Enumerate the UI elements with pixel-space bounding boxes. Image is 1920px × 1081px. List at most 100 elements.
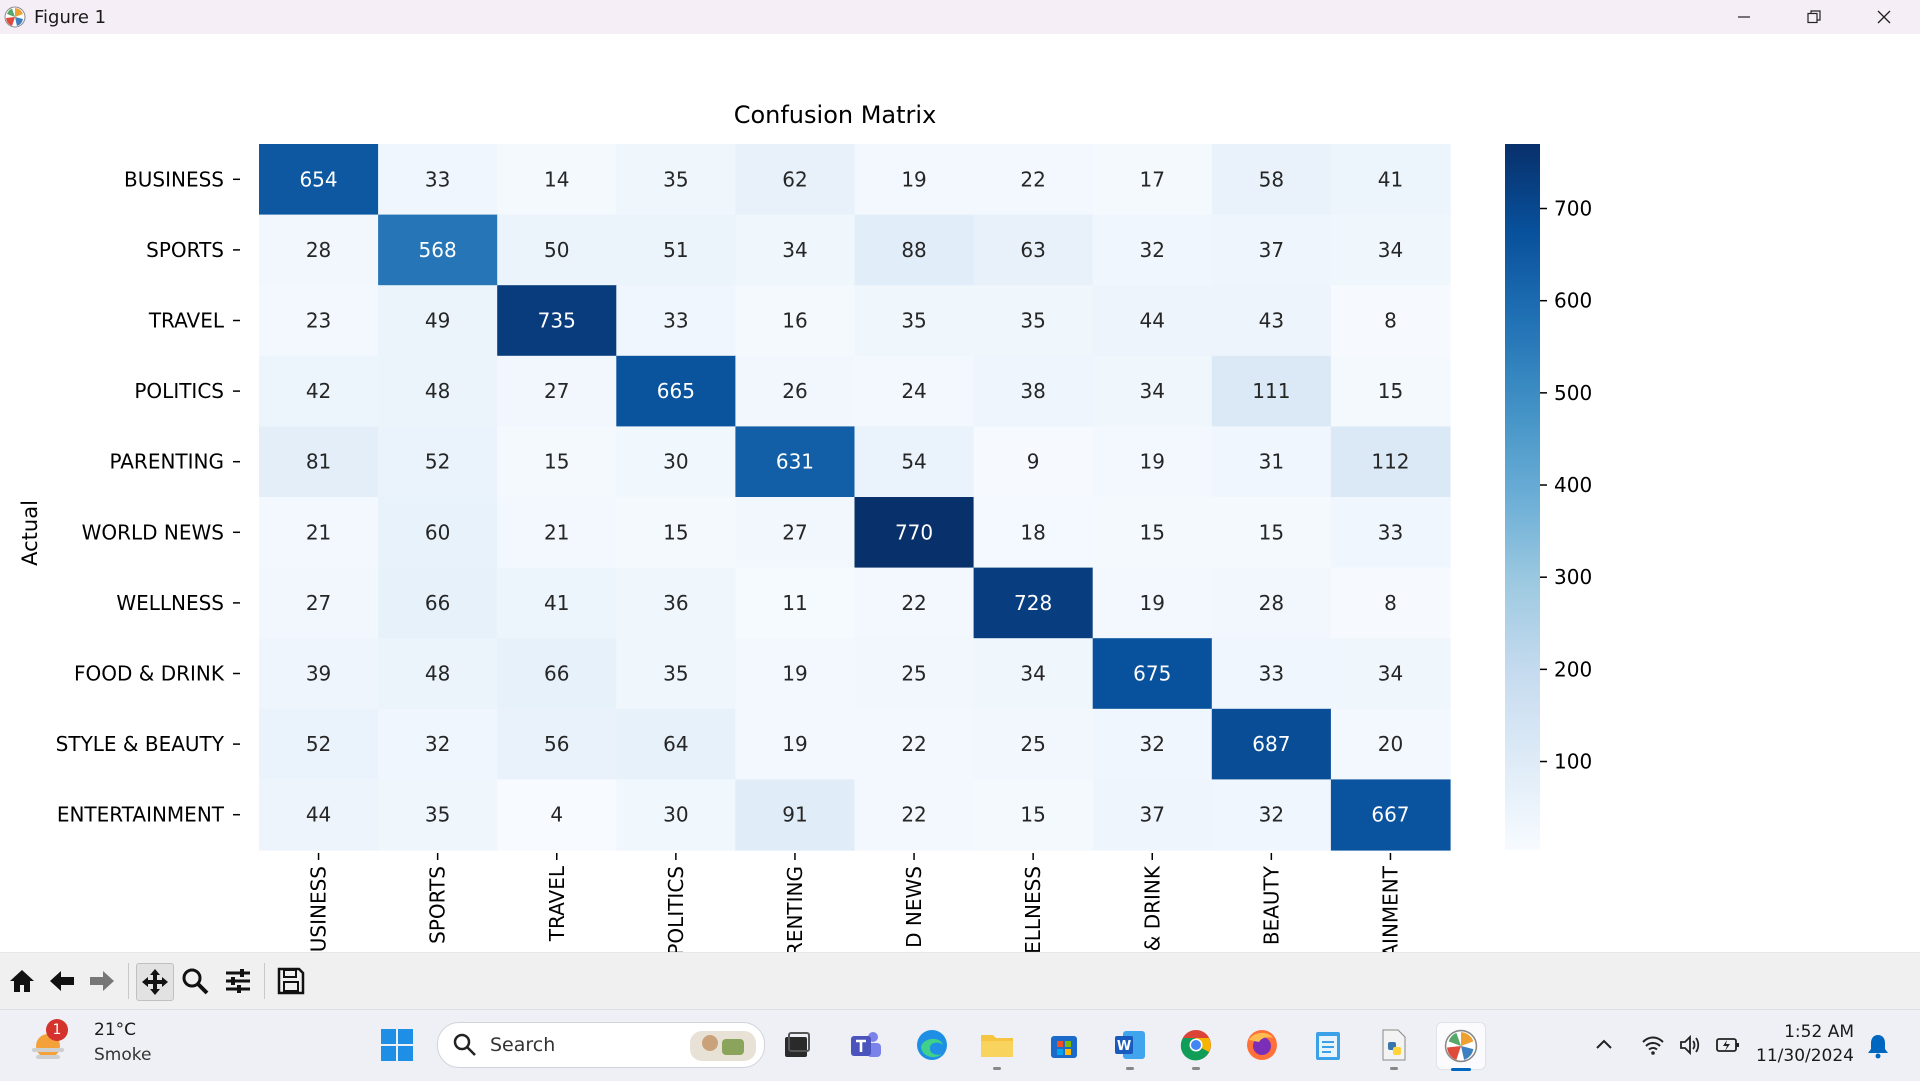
heatmap-cell <box>259 355 379 427</box>
cell-value-label: 8 <box>1384 591 1397 615</box>
heatmap-cell <box>497 355 617 427</box>
cell-value-label: 66 <box>425 591 450 615</box>
heatmap-cell <box>854 355 975 427</box>
colorbar-ticks: 100 200 300 400 500 600 700 <box>1540 197 1592 774</box>
cell-value-label: 37 <box>1259 238 1284 262</box>
cell-value-label: 631 <box>776 450 814 474</box>
heatmap-cell <box>1211 638 1332 710</box>
save-button[interactable] <box>273 963 309 999</box>
configure-subplots-button[interactable] <box>220 963 256 999</box>
cell-value-label: 15 <box>544 450 569 474</box>
running-indicator <box>1390 1067 1398 1070</box>
cell-value-label: 568 <box>419 238 457 262</box>
cell-value-label: 33 <box>1378 520 1403 544</box>
column-tick-label: BEAUTY <box>1259 865 1283 945</box>
cell-value-label: 8 <box>1384 309 1397 333</box>
minimize-button[interactable] <box>1709 0 1779 34</box>
notepad-icon <box>1316 1032 1340 1060</box>
cell-value-label: 19 <box>1140 591 1165 615</box>
start-button[interactable] <box>373 1022 421 1068</box>
cell-value-label: 44 <box>306 803 331 827</box>
heatmap-cell <box>1330 144 1451 216</box>
home-button[interactable] <box>4 963 40 999</box>
cell-value-label: 36 <box>663 591 688 615</box>
volume-icon <box>1680 1034 1700 1056</box>
pan-button[interactable] <box>136 963 174 1001</box>
cell-value-label: 15 <box>1020 803 1045 827</box>
heatmap-cell <box>973 355 1094 427</box>
teams-app[interactable] <box>842 1022 890 1068</box>
cell-value-label: 34 <box>1378 238 1403 262</box>
heatmap-cell <box>616 497 736 569</box>
cell-value-label: 34 <box>1140 379 1165 403</box>
cell-value-label: 23 <box>306 309 331 333</box>
restore-button[interactable] <box>1779 0 1849 34</box>
weather-condition: Smoke <box>94 1045 152 1065</box>
cell-value-label: 52 <box>306 732 331 756</box>
task-view-button[interactable] <box>773 1022 821 1068</box>
column-tick-label: ELLNESS <box>1021 866 1045 952</box>
column-tick-label: RENTING <box>783 866 807 952</box>
file-explorer-app[interactable] <box>973 1022 1021 1070</box>
firefox-app[interactable] <box>1238 1022 1286 1068</box>
row-tick-label: ENTERTAINMENT <box>57 803 225 827</box>
heatmap-cell <box>259 144 379 216</box>
row-tick-label: BUSINESS <box>124 167 224 191</box>
heatmap-cell <box>854 779 975 851</box>
zoom-button[interactable] <box>177 963 213 999</box>
taskbar-clock[interactable]: 1:52 AM 11/30/2024 <box>1756 1020 1854 1068</box>
cell-value-label: 41 <box>1378 167 1403 191</box>
cell-value-label: 28 <box>1259 591 1284 615</box>
firefox-icon <box>1247 1030 1277 1060</box>
cell-value-label: 19 <box>901 167 926 191</box>
search-highlight-illustration <box>690 1031 756 1061</box>
cell-value-label: 81 <box>306 450 331 474</box>
show-hidden-icons-button[interactable] <box>1580 1022 1628 1068</box>
heatmap-cell <box>259 567 379 639</box>
colorbar-tick-label: 300 <box>1554 565 1592 589</box>
cell-value-label: 654 <box>299 167 337 191</box>
restore-icon <box>1807 10 1821 24</box>
heatmap-cell <box>378 426 498 498</box>
forward-arrow-icon <box>90 971 114 991</box>
notepad-app[interactable] <box>1304 1022 1352 1068</box>
python-file-app[interactable] <box>1370 1022 1418 1070</box>
heatmap-cell <box>1211 285 1332 357</box>
folder-icon <box>981 1035 1013 1057</box>
edge-app[interactable] <box>908 1022 956 1068</box>
cell-value-label: 48 <box>425 662 450 686</box>
weather-widget[interactable]: 1 21°C Smoke <box>18 1010 152 1081</box>
heatmap-cell <box>497 285 617 357</box>
cell-value-label: 17 <box>1140 167 1165 191</box>
zoom-icon <box>182 968 209 995</box>
back-button[interactable] <box>44 963 80 999</box>
column-labels: USINESS SPORTS TRAVEL POLITICS RENTING D NEWS… <box>307 853 1402 952</box>
notifications-button[interactable] <box>1862 1030 1894 1062</box>
heatmap-cell <box>497 638 617 710</box>
matplotlib-figure-app[interactable] <box>1436 1022 1486 1071</box>
heatmap-cell <box>735 567 856 639</box>
cell-value-label: 32 <box>1259 803 1284 827</box>
heatmap-cell <box>1092 708 1213 780</box>
heatmap-cell <box>259 779 379 851</box>
heatmap-cell <box>735 638 856 710</box>
heatmap-cell <box>854 638 975 710</box>
store-app[interactable] <box>1040 1022 1088 1068</box>
chrome-app[interactable] <box>1172 1022 1220 1070</box>
forward-button[interactable] <box>84 963 120 999</box>
system-tray-status[interactable] <box>1635 1022 1747 1068</box>
colorbar-tick-label: 700 <box>1554 197 1592 221</box>
cell-value-label: 25 <box>1020 732 1045 756</box>
edge-icon <box>917 1030 947 1060</box>
taskbar-search[interactable]: Search <box>437 1022 765 1068</box>
cell-value-label: 31 <box>1259 450 1284 474</box>
close-button[interactable] <box>1849 0 1919 34</box>
heatmap-cell <box>1092 426 1213 498</box>
heatmap-cell <box>497 779 617 851</box>
heatmap-cell <box>616 355 736 427</box>
heatmap-cell <box>854 214 975 286</box>
heatmap-cell <box>497 426 617 498</box>
heatmap-cell <box>973 285 1094 357</box>
word-app[interactable]: W <box>1106 1022 1154 1070</box>
